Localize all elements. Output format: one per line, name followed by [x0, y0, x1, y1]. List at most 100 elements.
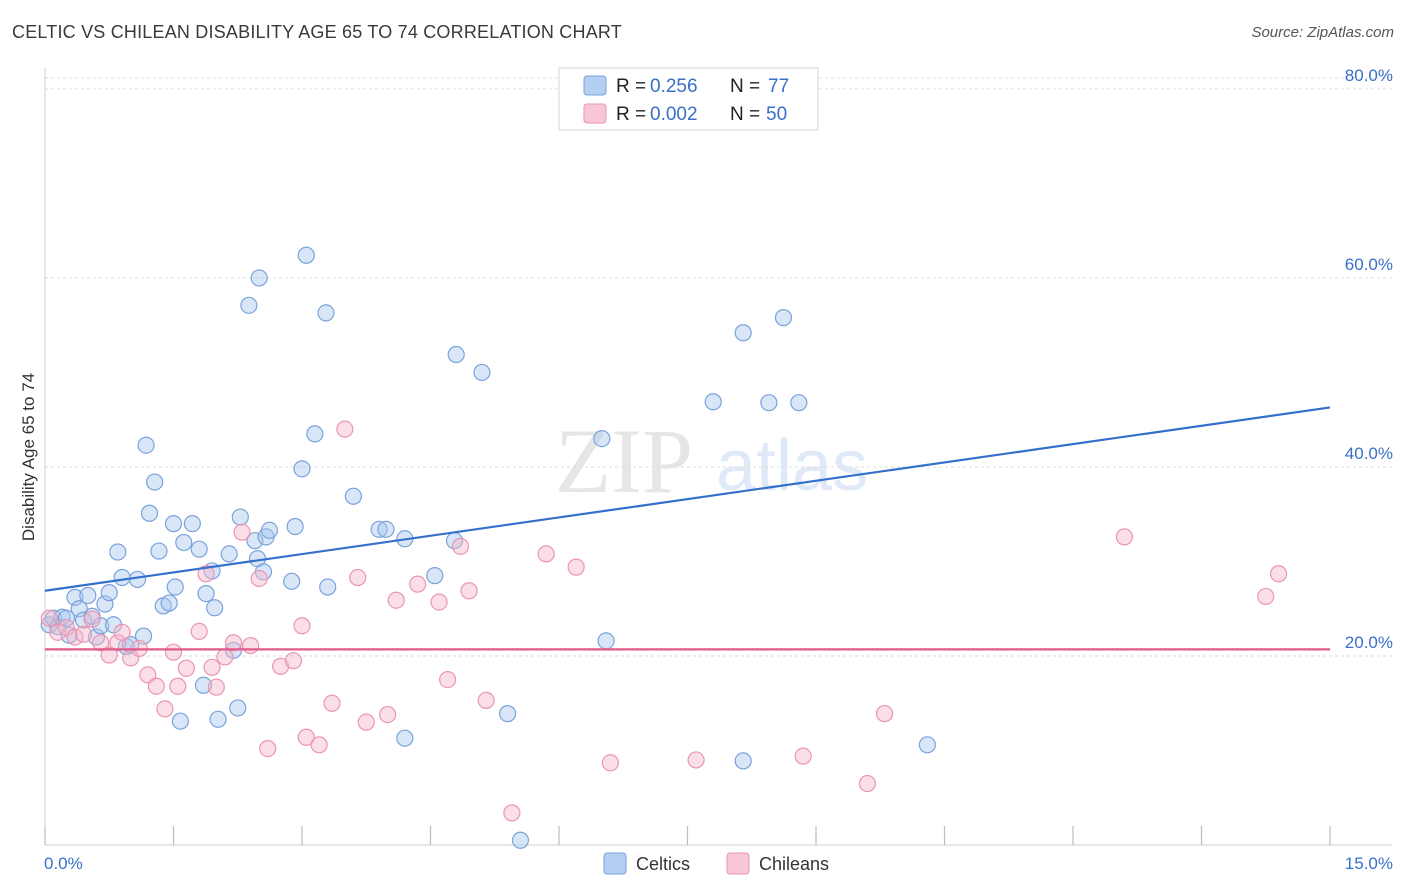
celtics-point: [146, 473, 164, 491]
chileans-point: [379, 705, 397, 724]
celtics-point: [790, 394, 808, 412]
celtics-point: [344, 487, 362, 505]
celtics-point: [260, 521, 279, 539]
chileans-point: [233, 523, 251, 541]
celtics-point: [92, 617, 110, 635]
celtics-point: [100, 584, 118, 602]
stats-n-value-chileans: 50: [766, 104, 787, 125]
chileans-point: [567, 558, 585, 576]
chileans-point: [100, 646, 118, 664]
celtics-point: [96, 595, 114, 613]
series-legend: Celtics Chileans: [603, 852, 829, 875]
celtics-point: [396, 729, 414, 747]
chileans-point: [357, 713, 375, 731]
y-tick-label: 60.0%: [1345, 255, 1393, 274]
celtics-point: [66, 588, 84, 606]
celtics-point: [447, 345, 465, 364]
celtics-point: [734, 752, 752, 770]
chileans-point: [451, 537, 470, 555]
celtics-point: [597, 632, 615, 650]
chileans-point: [430, 593, 448, 611]
chileans-point: [177, 659, 195, 677]
chileans-point: [336, 420, 354, 438]
y-tick-label: 40.0%: [1345, 444, 1393, 463]
source-label: Source: ZipAtlas.com: [1251, 24, 1394, 41]
y-axis-title: Disability Age 65 to 74: [19, 373, 38, 541]
y-tick-label: 20.0%: [1345, 633, 1393, 652]
celtics-point: [240, 296, 258, 314]
celtics-point: [57, 609, 76, 627]
legend-swatch-celtics: [603, 852, 627, 875]
celtics-point: [190, 540, 208, 558]
celtics-point: [175, 533, 193, 552]
celtics-point: [206, 599, 224, 617]
celtics-point: [246, 532, 264, 550]
celtics-point: [306, 425, 324, 443]
chileans-point: [601, 754, 620, 772]
stats-r-value-celtics: 0.256: [650, 76, 698, 97]
celtics-point: [166, 578, 184, 596]
chileans-point: [83, 610, 101, 628]
celtics-point: [774, 309, 793, 327]
chileans-point: [207, 678, 225, 696]
celtics-point: [250, 269, 268, 287]
axes: 20.0% 40.0% 60.0% 80.0%: [44, 66, 1393, 846]
stats-n-label-celtics: N =: [730, 76, 760, 97]
celtics-point: [183, 515, 201, 533]
chileans-point: [242, 636, 260, 655]
celtics-point: [377, 520, 395, 538]
celtics-point: [220, 545, 238, 563]
celtics-point: [137, 436, 155, 454]
chileans-point: [794, 747, 812, 765]
celtics-point: [150, 542, 168, 560]
chileans-point: [197, 565, 215, 583]
chileans-point: [477, 691, 495, 709]
legend-label-celtics: Celtics: [636, 854, 690, 874]
legend-label-chileans: Chileans: [759, 854, 829, 874]
chileans-point: [1115, 528, 1134, 546]
chileans-point: [224, 634, 243, 652]
chileans-point: [113, 623, 131, 641]
celtics-point: [319, 578, 337, 596]
stats-r-value-chileans: 0.002: [650, 104, 698, 125]
chileans-point: [387, 591, 405, 609]
celtics-trend-line: [44, 406, 1331, 592]
chileans-point: [57, 619, 76, 637]
celtics-point: [426, 567, 444, 585]
celtics-point: [70, 600, 88, 618]
watermark-zip: ZIP: [555, 410, 693, 512]
gridlines: [45, 77, 1392, 657]
chileans-point: [169, 677, 187, 695]
chileans-point: [310, 736, 328, 754]
chileans-point: [409, 575, 427, 593]
chileans-point: [349, 568, 367, 587]
chileans-point: [1269, 565, 1288, 583]
celtics-point: [109, 543, 127, 561]
celtics-point: [317, 304, 335, 322]
celtics-point: [511, 831, 530, 849]
celtics-point: [140, 504, 159, 522]
chileans-point: [503, 804, 521, 822]
watermark-atlas: atlas: [716, 426, 868, 506]
celtics-point: [209, 710, 227, 728]
chileans-point: [216, 648, 234, 666]
chileans-point: [1257, 587, 1275, 606]
celtics-point: [197, 584, 215, 603]
chart-title: CELTIC VS CHILEAN DISABILITY AGE 65 TO 7…: [12, 22, 622, 42]
trend-lines: [44, 406, 1331, 651]
celtics-point: [704, 393, 722, 411]
celtics-point: [164, 515, 183, 533]
celtics-point: [499, 705, 517, 723]
chileans-point: [293, 617, 311, 635]
chileans-point: [164, 643, 183, 661]
chileans-point: [875, 705, 894, 723]
stats-r-label-celtics: R =: [616, 76, 646, 97]
celtics-point: [918, 736, 936, 754]
chileans-point: [92, 634, 110, 652]
chileans-point: [74, 625, 93, 643]
x-tick-label-max: 15.0%: [1345, 854, 1393, 873]
chileans-point: [687, 751, 705, 769]
chileans-point: [139, 666, 157, 684]
celtics-point: [293, 460, 311, 478]
x-tick-label-min: 0.0%: [44, 854, 83, 873]
